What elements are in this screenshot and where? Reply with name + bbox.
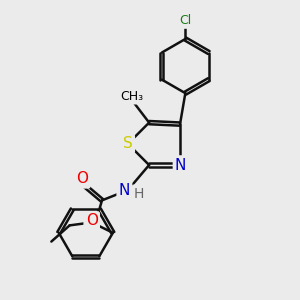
Text: H: H <box>134 187 144 201</box>
Text: N: N <box>119 182 130 197</box>
Text: N: N <box>175 158 186 172</box>
Text: CH₃: CH₃ <box>120 90 143 103</box>
Text: O: O <box>86 214 98 229</box>
Text: Cl: Cl <box>179 14 191 27</box>
Text: S: S <box>123 136 133 151</box>
Text: O: O <box>76 171 88 186</box>
